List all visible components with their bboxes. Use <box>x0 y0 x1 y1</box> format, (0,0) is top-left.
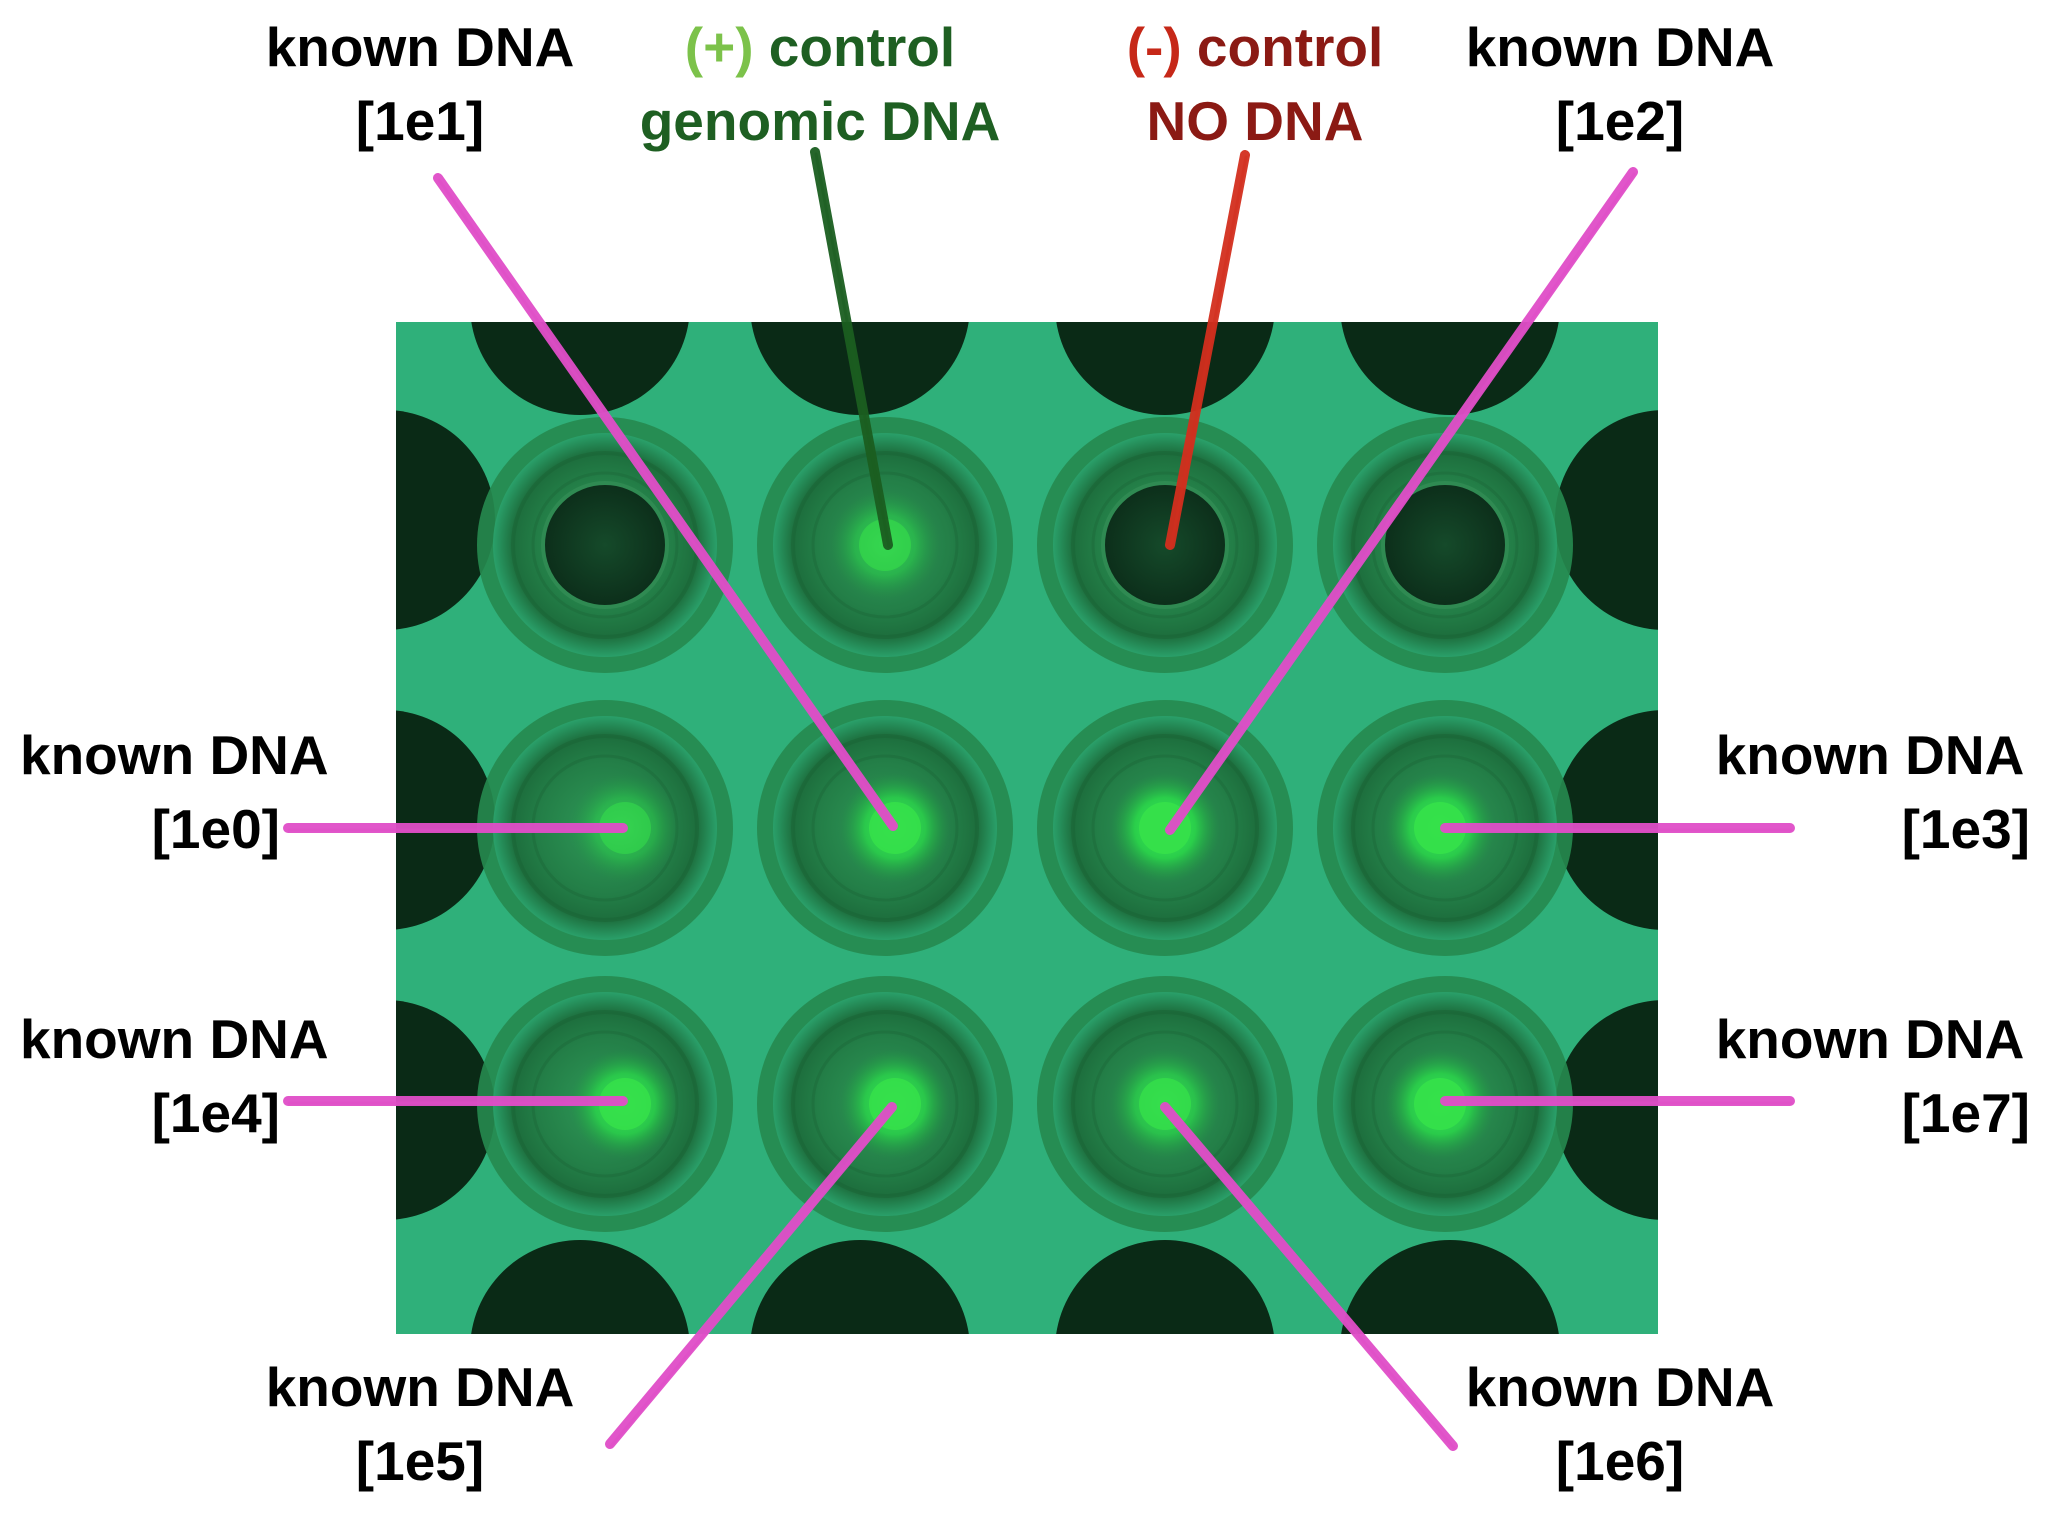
label-left-1e4: known DNA [1e4] <box>20 1008 329 1144</box>
pointer-lines <box>283 147 1795 1451</box>
well-extra <box>1317 417 1573 673</box>
outer-hole <box>471 1240 689 1334</box>
outer-hole <box>1341 322 1559 415</box>
label-bottom-1e5: known DNA [1e5] <box>265 1356 575 1492</box>
outer-hole <box>396 710 495 930</box>
outer-hole <box>396 1000 495 1220</box>
label-positive-control: (+) control genomic DNA <box>600 10 1040 158</box>
well-1e2 <box>1037 700 1293 956</box>
positive-control-word: control <box>753 16 956 78</box>
well-plate-photo <box>396 322 1658 1334</box>
label-right-1e3: known DNA [1e3] <box>1715 724 2030 860</box>
outer-hole <box>751 1240 969 1334</box>
no-dna-text: NO DNA <box>1146 90 1364 152</box>
outer-hole <box>1341 1240 1559 1334</box>
outer-hole <box>1555 1000 1658 1220</box>
positive-sign: (+) <box>684 16 754 78</box>
label-left-1e0: known DNA [1e0] <box>20 724 329 860</box>
outer-hole <box>1555 710 1658 930</box>
label-top-1e2: known DNA [1e2] <box>1465 16 1775 152</box>
outer-hole <box>1056 322 1274 415</box>
outer-dark-holes <box>396 322 1658 1334</box>
pointer-1e5 <box>605 1102 897 1449</box>
label-negative-control: (-) control NO DNA <box>1080 10 1430 158</box>
negative-sign: (-) <box>1126 16 1182 78</box>
label-top-1e1: known DNA [1e1] <box>265 16 575 152</box>
negative-control-word: control <box>1181 16 1384 78</box>
genomic-dna-text: genomic DNA <box>639 90 1001 152</box>
label-bottom-1e6: known DNA [1e6] <box>1465 1356 1775 1492</box>
label-right-1e7: known DNA [1e7] <box>1715 1008 2030 1144</box>
pointer-1e2 <box>1165 167 1638 835</box>
outer-hole <box>471 322 689 415</box>
well-1e1b <box>757 700 1013 956</box>
outer-hole <box>396 410 495 630</box>
well-1e5 <box>757 976 1013 1232</box>
outer-hole <box>1056 1240 1274 1334</box>
outer-hole <box>1555 410 1658 630</box>
